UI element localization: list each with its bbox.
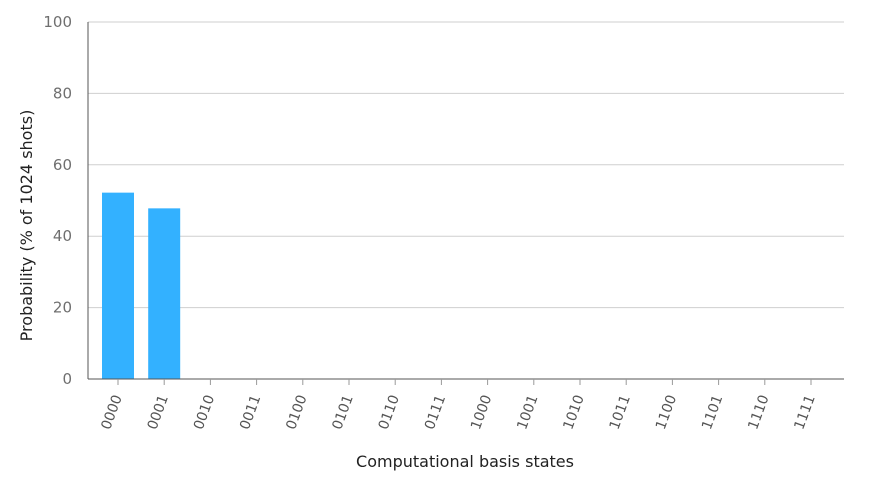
x-tick-label-0001: 0001 [145,393,172,432]
x-tick-label-1000: 1000 [468,393,495,432]
x-tick-label-1100: 1100 [653,393,680,432]
bar-layer [102,192,181,379]
x-tick-label-0111: 0111 [422,393,449,432]
x-tick-labels: 0000 0001 0010 0011 0100 0101 0110 0111 1000 1001… [99,379,819,432]
y-tick-label-60: 60 [53,156,72,174]
y-tick-label-80: 80 [53,84,72,102]
axis-layer [87,22,844,380]
bar-0001 [148,208,181,379]
x-tick-label-1110: 1110 [745,393,772,432]
x-tick-label-0010: 0010 [191,393,218,432]
y-tick-label-100: 100 [43,13,72,31]
x-tick-label-1101: 1101 [699,393,726,432]
x-tick-label-0000: 0000 [99,393,126,432]
x-tick-label-0110: 0110 [376,393,403,432]
y-tick-label-40: 40 [53,227,72,245]
y-tick-labels: 0 20 40 60 80 100 [43,13,72,388]
x-tick-label-1111: 1111 [792,393,819,432]
grid-layer [88,21,844,309]
x-tick-label-0101: 0101 [330,393,357,432]
y-tick-label-0: 0 [62,370,72,388]
x-tick-label-0011: 0011 [237,393,264,432]
x-tick-label-1001: 1001 [514,393,541,432]
x-tick-label-1010: 1010 [561,393,588,432]
y-axis-title: Probability (% of 1024 shots) [17,110,36,342]
y-tick-label-20: 20 [53,299,72,317]
x-tick-label-0100: 0100 [283,393,310,432]
bar-0000 [102,192,134,379]
x-tick-label-1011: 1011 [607,393,634,432]
x-axis-title: Computational basis states [356,452,574,471]
